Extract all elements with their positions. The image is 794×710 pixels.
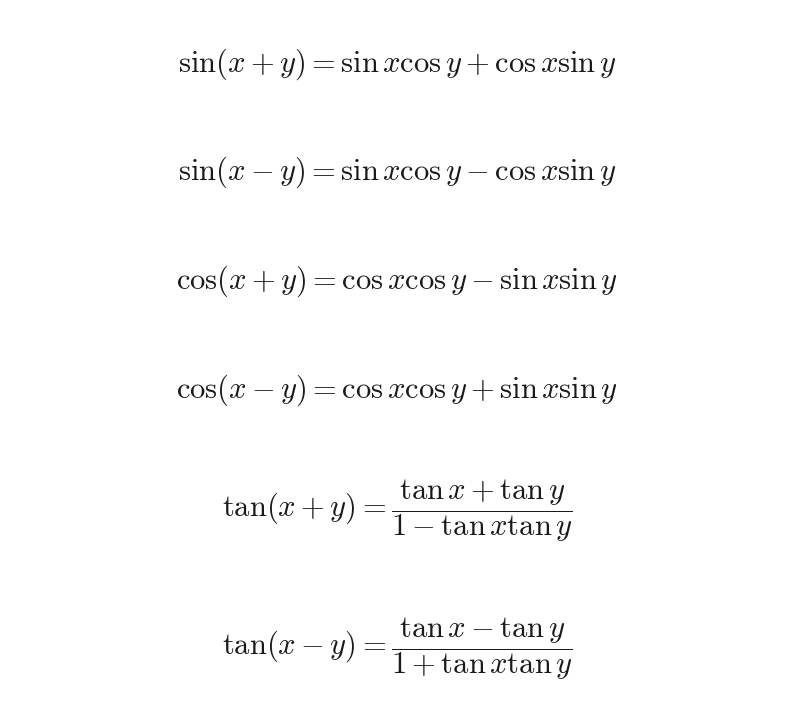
Text: $\cos(x - y) = \cos x \cos y + \sin x \sin y$: $\cos(x - y) = \cos x \cos y + \sin x \s… — [176, 372, 618, 408]
Text: $\cos(x + y) = \cos x \cos y - \sin x \sin y$: $\cos(x + y) = \cos x \cos y - \sin x \s… — [176, 263, 618, 299]
Text: $\sin(x - y) = \sin x \cos y - \cos x \sin y$: $\sin(x - y) = \sin x \cos y - \cos x \s… — [178, 155, 616, 190]
Text: $\tan(x + y) = \dfrac{\tan x + \tan y}{1 - \tan x \tan y}$: $\tan(x + y) = \dfrac{\tan x + \tan y}{1… — [222, 478, 572, 544]
Text: $\sin(x + y) = \sin x \cos y + \cos x \sin y$: $\sin(x + y) = \sin x \cos y + \cos x \s… — [178, 46, 616, 82]
Text: $\tan(x - y) = \dfrac{\tan x - \tan y}{1 + \tan x \tan y}$: $\tan(x - y) = \dfrac{\tan x - \tan y}{1… — [222, 615, 572, 682]
